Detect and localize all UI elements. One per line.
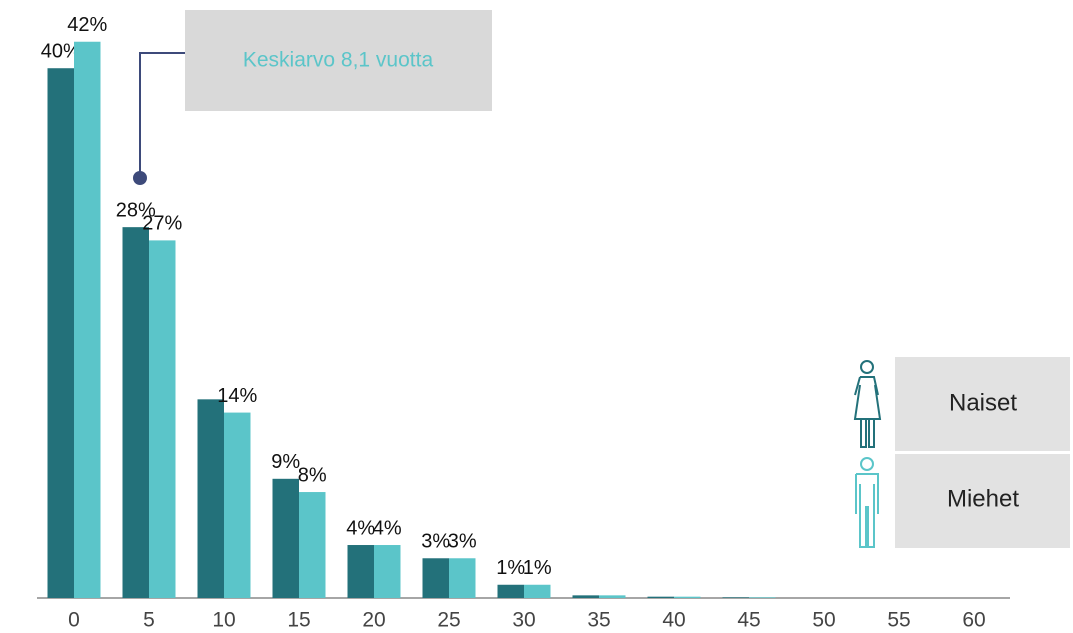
bar (599, 595, 626, 598)
legend-icon-male (855, 457, 879, 548)
data-label: 8% (298, 464, 327, 486)
bar (524, 584, 551, 598)
legend: Naiset Miehet (853, 357, 1070, 548)
x-tick-label: 55 (887, 609, 910, 632)
bar (674, 596, 701, 598)
data-label: 28% (116, 199, 156, 221)
annotation: Keskiarvo 8,1 vuotta (243, 49, 434, 72)
annotation-dot (133, 171, 147, 185)
bar (74, 41, 101, 598)
legend-label: Naiset (949, 389, 1017, 416)
x-tick-label: 15 (287, 609, 310, 632)
bar (272, 478, 299, 598)
x-tick-label: 60 (962, 609, 985, 632)
bar (347, 545, 374, 598)
bar (497, 584, 524, 598)
bar (449, 558, 476, 598)
data-label: 1% (496, 557, 525, 579)
data-label: 42% (67, 14, 107, 36)
data-label: 27% (142, 213, 182, 235)
data-label: 40% (41, 41, 81, 63)
bar (197, 399, 224, 598)
x-tick-label: 35 (587, 609, 610, 632)
bar (374, 545, 401, 598)
bar (422, 558, 449, 598)
bar (647, 596, 674, 598)
bar (572, 595, 599, 598)
x-tick-label: 0 (68, 609, 80, 632)
x-tick-label: 5 (143, 609, 155, 632)
data-label: 3% (448, 531, 477, 553)
annotation-connector (139, 52, 185, 178)
bar (149, 240, 176, 598)
x-tick-label: 30 (512, 609, 535, 632)
legend-label: Miehet (947, 485, 1019, 512)
x-tick-label: 25 (437, 609, 460, 632)
data-label: 14% (217, 385, 257, 407)
data-label: 9% (271, 451, 300, 473)
data-label: 3% (421, 531, 450, 553)
data-label: 1% (523, 557, 552, 579)
bar (749, 597, 776, 598)
bar (722, 597, 749, 598)
x-tick-label: 45 (737, 609, 760, 632)
bar (224, 412, 251, 598)
legend-box (895, 454, 1070, 548)
legend-icon-female (853, 360, 882, 448)
bar (299, 492, 326, 598)
data-label: 4% (346, 517, 375, 539)
x-tick-label: 20 (362, 609, 385, 632)
bar (122, 227, 149, 598)
x-tick-label: 40 (662, 609, 685, 632)
x-tick-label: 50 (812, 609, 835, 632)
bar (47, 68, 74, 598)
x-tick-label: 10 (212, 609, 235, 632)
data-label: 4% (373, 517, 402, 539)
annotation-box (185, 10, 492, 111)
legend-box (895, 357, 1070, 451)
